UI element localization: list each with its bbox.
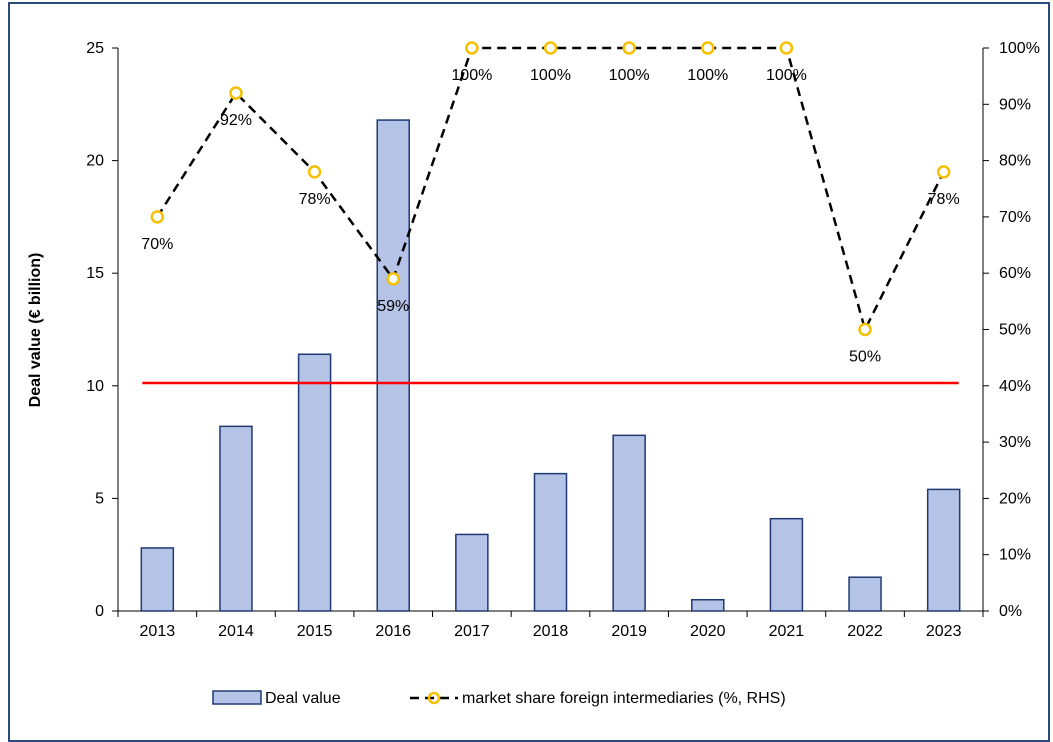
x-tick-label: 2023 [926, 623, 962, 640]
line-point-2013 [150, 210, 165, 224]
x-tick-label: 2015 [297, 623, 333, 640]
y-right-tick-label: 60% [999, 265, 1031, 282]
x-tick-label: 2021 [769, 623, 805, 640]
chart-frame [8, 2, 1050, 742]
bars-group [140, 119, 961, 612]
line-point-2018 [543, 41, 558, 55]
y-right-tick-label: 100% [999, 40, 1040, 57]
data-label-2020: 100% [687, 67, 728, 84]
y-left-tick-label: 25 [86, 40, 104, 57]
data-label-2023: 78% [928, 191, 960, 208]
bar-2018 [533, 472, 568, 612]
data-label-2021: 100% [766, 67, 807, 84]
y-right-tick-label: 50% [999, 322, 1031, 339]
line-point-2017 [465, 41, 479, 55]
x-tick-label: 2018 [533, 623, 569, 640]
data-label-2016: 59% [377, 298, 409, 315]
legend-line-label: market share foreign intermediaries (%, … [462, 690, 786, 707]
bar-2022 [848, 576, 882, 612]
line-point-2020 [701, 41, 715, 55]
y-right-tick-label: 10% [999, 547, 1031, 564]
bar-2016 [376, 119, 410, 612]
line-point-2022 [858, 322, 872, 337]
y-right-tick-label: 40% [999, 378, 1031, 395]
bar-2021 [769, 517, 804, 612]
x-tick-label: 2014 [218, 623, 254, 640]
data-label-2019: 100% [609, 67, 650, 84]
data-label-2022: 50% [849, 349, 881, 366]
x-tick-label: 2016 [375, 623, 411, 640]
x-tick-label: 2020 [690, 623, 726, 640]
line-series-group [150, 41, 951, 337]
legend: Deal value market share foreign intermed… [212, 690, 786, 707]
y-left-tick-label: 0 [95, 603, 104, 620]
legend-line-marker [427, 691, 441, 705]
legend-bar-swatch [212, 690, 262, 705]
line-point-2023 [936, 165, 951, 179]
y-left-tick-label: 5 [95, 490, 104, 507]
x-tick-label: 2013 [140, 623, 176, 640]
bar-2015 [297, 353, 332, 612]
bar-2019 [612, 434, 646, 612]
bar-2013 [140, 547, 175, 612]
y-right-tick-label: 30% [999, 434, 1031, 451]
line-point-2014 [229, 86, 243, 100]
line-point-2021 [779, 41, 794, 55]
x-tick-label: 2022 [847, 623, 883, 640]
bar-2020 [691, 598, 725, 612]
data-label-2015: 78% [299, 191, 331, 208]
y-right-tick-label: 90% [999, 96, 1031, 113]
y-right-tick-label: 80% [999, 153, 1031, 170]
x-tick-label: 2017 [454, 623, 490, 640]
legend-bar-label: Deal value [265, 690, 341, 707]
x-tick-label: 2019 [611, 623, 647, 640]
y-left-tick-label: 20 [86, 153, 104, 170]
line-point-2019 [622, 41, 636, 55]
data-label-2018: 100% [530, 67, 571, 84]
bar-2014 [219, 425, 253, 612]
data-label-2014: 92% [220, 112, 252, 129]
series-line [156, 46, 945, 333]
y-axis-title: Deal value (€ billion) [27, 253, 44, 408]
line-point-2015 [307, 165, 322, 179]
y-left-tick-label: 10 [86, 378, 104, 395]
y-right-tick-label: 20% [999, 490, 1031, 507]
y-right-tick-label: 70% [999, 209, 1031, 226]
y-right-tick-label: 0% [999, 603, 1022, 620]
axes: 0 5 10 15 20 25 0% 10% 20% 30% 40% 50% 60% 70% 80% 90% 1… [86, 40, 1040, 640]
data-label-2013: 70% [141, 236, 173, 253]
bar-2017 [455, 533, 489, 612]
data-label-2017: 100% [451, 67, 492, 84]
bar-2023 [926, 488, 961, 612]
data-labels-group: 70% 92% 78% 59% 100% 100% 100% 100% 100% 50% 78% [141, 67, 959, 366]
y-left-tick-label: 15 [86, 265, 104, 282]
line-point-2016 [386, 272, 400, 286]
